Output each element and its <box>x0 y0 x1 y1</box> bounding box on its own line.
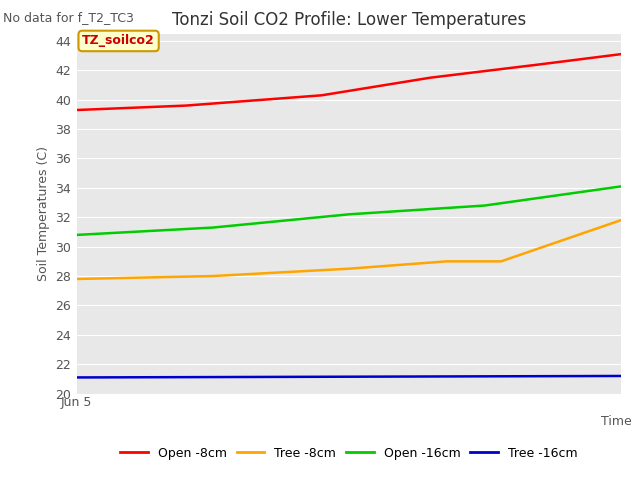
Legend: Open -8cm, Tree -8cm, Open -16cm, Tree -16cm: Open -8cm, Tree -8cm, Open -16cm, Tree -… <box>120 447 577 460</box>
Text: No data for f_T2_TC3: No data for f_T2_TC3 <box>3 11 134 24</box>
Text: Time: Time <box>601 415 632 428</box>
Text: TZ_soilco2: TZ_soilco2 <box>82 35 155 48</box>
Title: Tonzi Soil CO2 Profile: Lower Temperatures: Tonzi Soil CO2 Profile: Lower Temperatur… <box>172 11 526 29</box>
Y-axis label: Soil Temperatures (C): Soil Temperatures (C) <box>37 146 50 281</box>
